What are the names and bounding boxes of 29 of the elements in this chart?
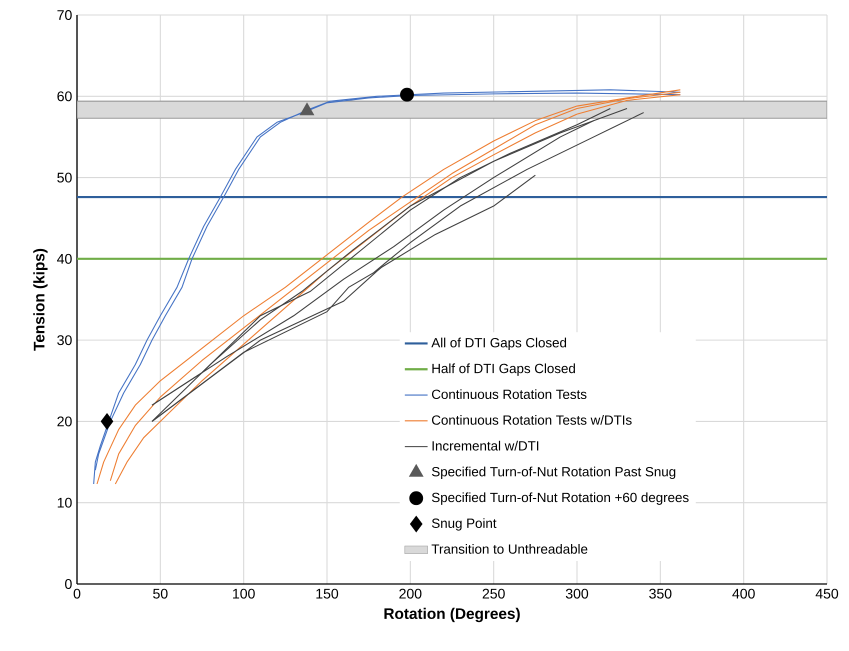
legend-label: Continuous Rotation Tests w/DTIs [432, 415, 632, 425]
legend-label: Continuous Rotation Tests [432, 389, 586, 400]
legend-label: Incremental w/DTI [432, 440, 538, 451]
x-tick-label: 200 [399, 588, 422, 599]
x-tick-label: 250 [482, 588, 505, 599]
legend-label: Transition to Unthreadable [432, 544, 588, 554]
x-tick-label: 400 [732, 588, 755, 599]
y-tick-label: 0 [65, 579, 72, 589]
y-tick-label: 20 [57, 416, 72, 426]
legend-label: Specified Turn-of-Nut Rotation +60 degrees [432, 492, 689, 505]
x-tick-label: 100 [233, 588, 255, 599]
x-tick-label: 300 [566, 588, 588, 599]
x-tick-label: 450 [816, 588, 838, 599]
legend-label: All of DTI Gaps Closed [431, 338, 566, 350]
y-tick-label: 30 [57, 335, 72, 346]
y-axis-title: Tension (kips) [33, 248, 48, 351]
legend-label: Snug Point [432, 518, 496, 531]
y-tick-label: 50 [57, 172, 72, 183]
legend-label: Half of DTI Gaps Closed [432, 363, 575, 376]
y-tick-label: 70 [57, 10, 72, 20]
x-tick-label: 150 [316, 588, 338, 599]
y-tick-label: 40 [57, 254, 72, 264]
x-tick-label: 350 [649, 588, 672, 599]
x-axis-title: Rotation (Degrees) [384, 608, 520, 622]
x-tick-label: 0 [74, 588, 80, 599]
y-tick-label: 60 [57, 91, 72, 102]
y-tick-label: 10 [58, 498, 72, 508]
x-tick-label: 50 [153, 588, 168, 599]
legend-label: Specified Turn-of-Nut Rotation Past Snug [432, 466, 676, 480]
